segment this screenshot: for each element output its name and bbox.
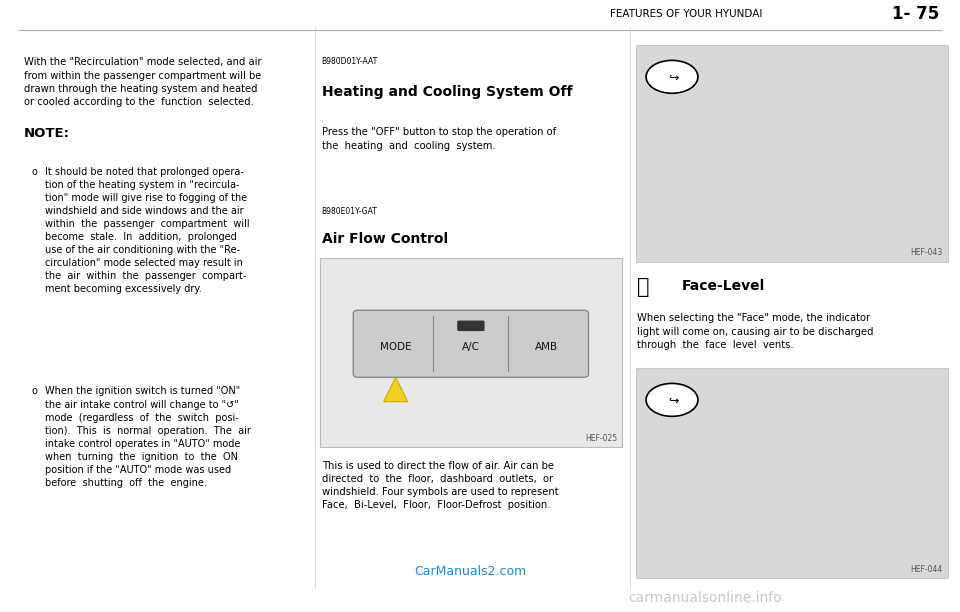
Text: HEF-044: HEF-044 — [910, 565, 943, 573]
Text: This is used to direct the flow of air. Air can be
directed  to  the  floor,  da: This is used to direct the flow of air. … — [322, 461, 558, 510]
Text: Press the "OFF" button to stop the operation of
the  heating  and  cooling  syst: Press the "OFF" button to stop the opera… — [322, 127, 556, 151]
FancyBboxPatch shape — [636, 368, 948, 578]
Text: HEF-043: HEF-043 — [910, 248, 943, 256]
Text: Air Flow Control: Air Flow Control — [322, 232, 447, 246]
Text: When selecting the "Face" mode, the indicator
light will come on, causing air to: When selecting the "Face" mode, the indi… — [637, 313, 874, 349]
Circle shape — [646, 384, 698, 416]
FancyBboxPatch shape — [353, 310, 588, 378]
Text: A/C: A/C — [462, 342, 480, 352]
FancyBboxPatch shape — [320, 258, 622, 447]
Text: When the ignition switch is turned "ON"
the air intake control will change to "↺: When the ignition switch is turned "ON" … — [45, 386, 251, 488]
Text: ↪: ↪ — [669, 72, 679, 84]
Text: ↪: ↪ — [669, 395, 679, 408]
FancyBboxPatch shape — [636, 45, 948, 261]
FancyBboxPatch shape — [458, 321, 484, 330]
Text: ⤷: ⤷ — [637, 277, 650, 297]
Text: FEATURES OF YOUR HYUNDAI: FEATURES OF YOUR HYUNDAI — [610, 9, 762, 19]
Text: 1- 75: 1- 75 — [892, 4, 939, 23]
Text: AMB: AMB — [535, 342, 558, 352]
Text: It should be noted that prolonged opera-
tion of the heating system in "recircul: It should be noted that prolonged opera-… — [45, 167, 250, 294]
Text: o: o — [32, 167, 37, 177]
Text: MODE: MODE — [380, 342, 412, 352]
Text: HEF-025: HEF-025 — [586, 433, 617, 442]
Text: carmanualsonline.info: carmanualsonline.info — [629, 591, 782, 605]
Circle shape — [646, 61, 698, 93]
Text: Face-Level: Face-Level — [682, 278, 765, 293]
Text: NOTE:: NOTE: — [24, 127, 70, 140]
Text: B980E01Y-GAT: B980E01Y-GAT — [322, 207, 377, 215]
Text: CarManuals2.com: CarManuals2.com — [415, 565, 526, 578]
Text: B980D01Y-AAT: B980D01Y-AAT — [322, 58, 378, 66]
Polygon shape — [384, 378, 408, 401]
Text: With the "Recirculation" mode selected, and air
from within the passenger compar: With the "Recirculation" mode selected, … — [24, 58, 262, 107]
Text: Heating and Cooling System Off: Heating and Cooling System Off — [322, 84, 572, 99]
Text: o: o — [32, 386, 37, 397]
